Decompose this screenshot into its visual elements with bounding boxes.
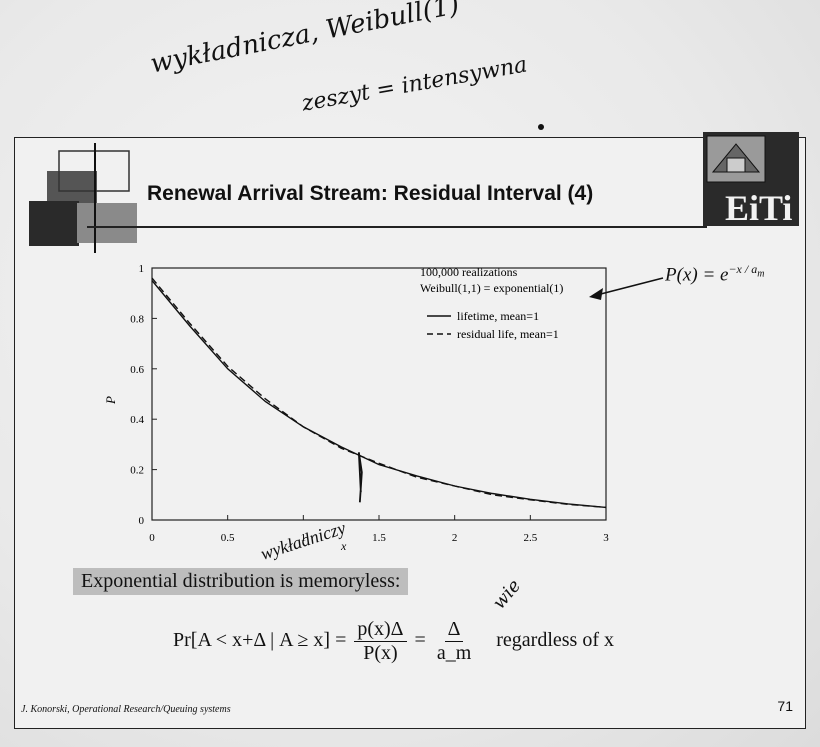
y-tick-label-5: 1 bbox=[139, 263, 145, 275]
fraction-1-numerator: p(x)Δ bbox=[354, 618, 407, 642]
title-divider bbox=[87, 226, 707, 228]
memoryless-callout: Exponential distribution is memoryless: bbox=[73, 568, 409, 595]
formula-tail: regardless of x bbox=[496, 629, 614, 652]
slide-decoration bbox=[29, 143, 137, 253]
legend-label-lifetime: lifetime, mean=1 bbox=[457, 309, 539, 323]
y-tick-label-2: 0.4 bbox=[130, 414, 144, 426]
x-tick-label-2: 1 bbox=[301, 532, 307, 544]
fraction-1-denominator: P(x) bbox=[363, 642, 398, 664]
x-tick-label-6: 3 bbox=[603, 532, 609, 544]
handwritten-note-line1: wykładnicza, Weibull(1) bbox=[148, 0, 462, 80]
ink-dot bbox=[538, 124, 544, 130]
formula-fraction-2: Δ a_m bbox=[434, 618, 474, 665]
handwritten-note-line2: zeszyt = intensywna bbox=[300, 52, 530, 117]
y-tick-label-4: 0.8 bbox=[130, 313, 144, 325]
slide: Renewal Arrival Stream: Residual Interva… bbox=[14, 132, 806, 729]
chart: 0 0.5 1 1.5 2 2.5 3 0 0.2 0.4 0.6 0.8 1 P x 100,000 … bbox=[103, 262, 765, 564]
x-axis-label: x bbox=[340, 539, 347, 553]
slide-title: Renewal Arrival Stream: Residual Interva… bbox=[147, 182, 594, 205]
annotation-formula: P(x) = e−x / am bbox=[665, 262, 765, 286]
x-tick-label-4: 2 bbox=[452, 532, 458, 544]
series-line-residual-life bbox=[151, 277, 607, 509]
handwritten-tick-mark bbox=[357, 452, 363, 503]
x-tick-label-0: 0 bbox=[149, 532, 155, 544]
y-axis-label: P bbox=[103, 396, 118, 405]
page-number: 71 bbox=[777, 698, 793, 714]
handwritten-axis-note: wykładniczy bbox=[258, 518, 348, 564]
legend-label-residual: residual life, mean=1 bbox=[457, 327, 559, 341]
university-logo: EiTi bbox=[703, 132, 799, 228]
chart-annotation-realizations: 100,000 realizations bbox=[420, 265, 518, 279]
x-tick-label-1: 0.5 bbox=[221, 532, 235, 544]
fraction-2-numerator: Δ bbox=[444, 618, 464, 642]
handwritten-formula-note: wie bbox=[488, 575, 526, 614]
formula-equals: = bbox=[414, 629, 426, 652]
formula-fraction-1: p(x)Δ P(x) bbox=[354, 618, 407, 665]
memoryless-formula: Pr[A < x+Δ | A ≥ x] = p(x)Δ P(x) = Δ a_m… bbox=[173, 618, 614, 665]
y-tick-label-3: 0.6 bbox=[130, 364, 144, 376]
annotation-arrow-line bbox=[592, 277, 664, 297]
formula-lhs: Pr[A < x+Δ | A ≥ x] = bbox=[173, 629, 347, 652]
annotation-arrow-head bbox=[589, 288, 603, 300]
y-tick-label-0: 0 bbox=[139, 515, 145, 527]
logo-lettering: EiTi bbox=[725, 188, 792, 226]
x-tick-label-3: 1.5 bbox=[372, 532, 386, 544]
plot-frame bbox=[151, 267, 607, 521]
y-tick-label-1: 0.2 bbox=[130, 465, 144, 477]
footer-author: J. Konorski, Operational Research/Queuin… bbox=[21, 704, 231, 715]
fraction-2-denominator: a_m bbox=[436, 642, 472, 664]
x-tick-label-5: 2.5 bbox=[523, 532, 537, 544]
chart-annotation-distribution: Weibull(1,1) = exponential(1) bbox=[420, 281, 563, 295]
